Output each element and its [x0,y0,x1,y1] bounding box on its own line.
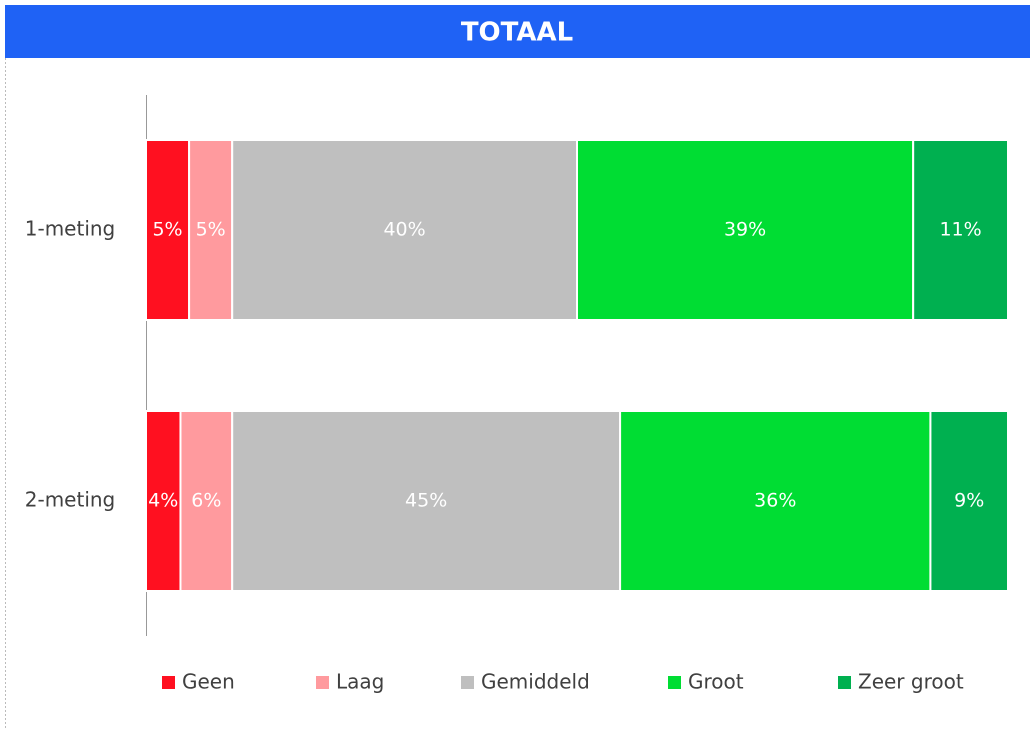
legend-label: Laag [336,670,384,694]
legend-label: Gemiddeld [481,670,590,694]
bar-segment [188,139,234,321]
data-label: 4% [148,490,178,512]
bar-segment [576,139,915,321]
y-tick-label: 1-meting [25,217,116,241]
legend-swatch [838,676,851,689]
legend-label: Groot [688,670,744,694]
data-label: 9% [954,490,984,512]
bar-segment [619,410,932,592]
data-label: 6% [191,490,221,512]
bar-segment [145,139,191,321]
legend-label: Geen [182,670,235,694]
legend-swatch [668,676,681,689]
data-label: 40% [383,219,425,241]
bar-segment [912,139,1009,321]
legend-label: Zeer groot [858,670,964,694]
legend-swatch [162,676,175,689]
data-label: 5% [152,219,182,241]
data-label: 11% [939,219,981,241]
title-banner [5,5,1030,58]
bar-segment [929,410,1009,592]
bar-segment [145,410,182,592]
legend-swatch [461,676,474,689]
data-label: 39% [724,219,766,241]
data-label: 45% [405,490,447,512]
y-tick-label: 2-meting [25,488,116,512]
chart-title: TOTAAL [461,18,573,48]
legend-swatch [316,676,329,689]
data-label: 36% [754,490,796,512]
data-label: 5% [196,219,226,241]
bar-segment [231,139,578,321]
